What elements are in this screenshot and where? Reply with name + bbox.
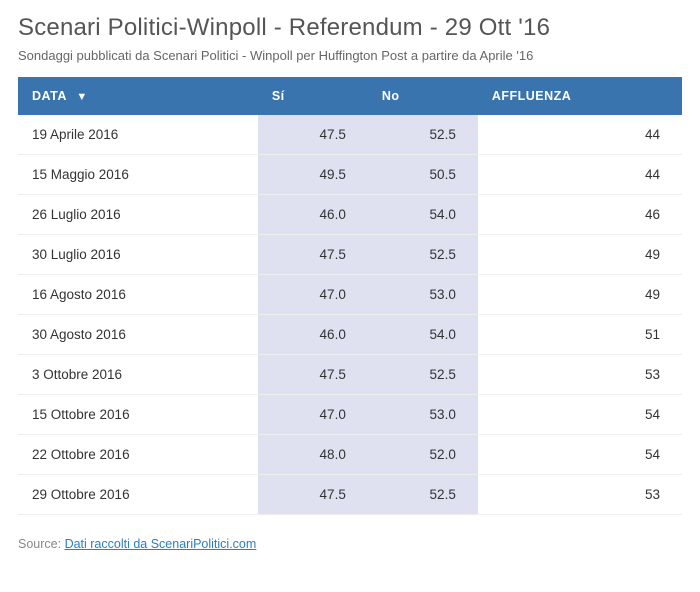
source-line: Source: Dati raccolti da ScenariPolitici… xyxy=(18,537,682,551)
cell-data: 22 Ottobre 2016 xyxy=(18,435,258,475)
cell-affluenza: 49 xyxy=(478,275,682,315)
col-header-si[interactable]: Sí xyxy=(258,77,368,115)
table-row: 29 Ottobre 201647.552.553 xyxy=(18,475,682,515)
cell-no: 53.0 xyxy=(368,275,478,315)
col-header-data-label: DATA xyxy=(32,89,66,103)
cell-si: 48.0 xyxy=(258,435,368,475)
table-row: 3 Ottobre 201647.552.553 xyxy=(18,355,682,395)
table-row: 15 Maggio 201649.550.544 xyxy=(18,155,682,195)
cell-affluenza: 44 xyxy=(478,115,682,155)
cell-affluenza: 49 xyxy=(478,235,682,275)
cell-si: 47.5 xyxy=(258,235,368,275)
cell-no: 53.0 xyxy=(368,395,478,435)
cell-si: 49.5 xyxy=(258,155,368,195)
table-row: 15 Ottobre 201647.053.054 xyxy=(18,395,682,435)
cell-no: 52.0 xyxy=(368,435,478,475)
cell-affluenza: 44 xyxy=(478,155,682,195)
cell-si: 46.0 xyxy=(258,195,368,235)
cell-affluenza: 53 xyxy=(478,355,682,395)
cell-no: 54.0 xyxy=(368,195,478,235)
table-row: 30 Agosto 201646.054.051 xyxy=(18,315,682,355)
cell-data: 19 Aprile 2016 xyxy=(18,115,258,155)
cell-no: 52.5 xyxy=(368,115,478,155)
cell-si: 47.5 xyxy=(258,355,368,395)
table-header-row: DATA ▼ Sí No AFFLUENZA xyxy=(18,77,682,115)
table-row: 26 Luglio 201646.054.046 xyxy=(18,195,682,235)
cell-no: 52.5 xyxy=(368,475,478,515)
cell-affluenza: 46 xyxy=(478,195,682,235)
cell-data: 30 Luglio 2016 xyxy=(18,235,258,275)
table-row: 22 Ottobre 201648.052.054 xyxy=(18,435,682,475)
sort-indicator-icon: ▼ xyxy=(76,91,87,103)
table-row: 30 Luglio 201647.552.549 xyxy=(18,235,682,275)
cell-si: 47.0 xyxy=(258,395,368,435)
cell-si: 47.5 xyxy=(258,475,368,515)
cell-data: 29 Ottobre 2016 xyxy=(18,475,258,515)
table-row: 16 Agosto 201647.053.049 xyxy=(18,275,682,315)
source-label: Source: xyxy=(18,537,65,551)
cell-no: 52.5 xyxy=(368,355,478,395)
polls-table: DATA ▼ Sí No AFFLUENZA 19 Aprile 201647.… xyxy=(18,77,682,515)
cell-affluenza: 51 xyxy=(478,315,682,355)
cell-data: 26 Luglio 2016 xyxy=(18,195,258,235)
table-row: 19 Aprile 201647.552.544 xyxy=(18,115,682,155)
cell-no: 54.0 xyxy=(368,315,478,355)
col-header-affluenza[interactable]: AFFLUENZA xyxy=(478,77,682,115)
col-header-no[interactable]: No xyxy=(368,77,478,115)
cell-si: 47.5 xyxy=(258,115,368,155)
cell-data: 30 Agosto 2016 xyxy=(18,315,258,355)
cell-data: 16 Agosto 2016 xyxy=(18,275,258,315)
cell-data: 15 Maggio 2016 xyxy=(18,155,258,195)
table-body: 19 Aprile 201647.552.54415 Maggio 201649… xyxy=(18,115,682,515)
page-title: Scenari Politici-Winpoll - Referendum - … xyxy=(18,14,682,42)
cell-si: 47.0 xyxy=(258,275,368,315)
source-link[interactable]: Dati raccolti da ScenariPolitici.com xyxy=(65,537,257,551)
cell-affluenza: 54 xyxy=(478,435,682,475)
cell-data: 3 Ottobre 2016 xyxy=(18,355,258,395)
cell-data: 15 Ottobre 2016 xyxy=(18,395,258,435)
cell-affluenza: 54 xyxy=(478,395,682,435)
cell-affluenza: 53 xyxy=(478,475,682,515)
col-header-data[interactable]: DATA ▼ xyxy=(18,77,258,115)
page-subtitle: Sondaggi pubblicati da Scenari Politici … xyxy=(18,48,682,63)
cell-si: 46.0 xyxy=(258,315,368,355)
cell-no: 50.5 xyxy=(368,155,478,195)
cell-no: 52.5 xyxy=(368,235,478,275)
